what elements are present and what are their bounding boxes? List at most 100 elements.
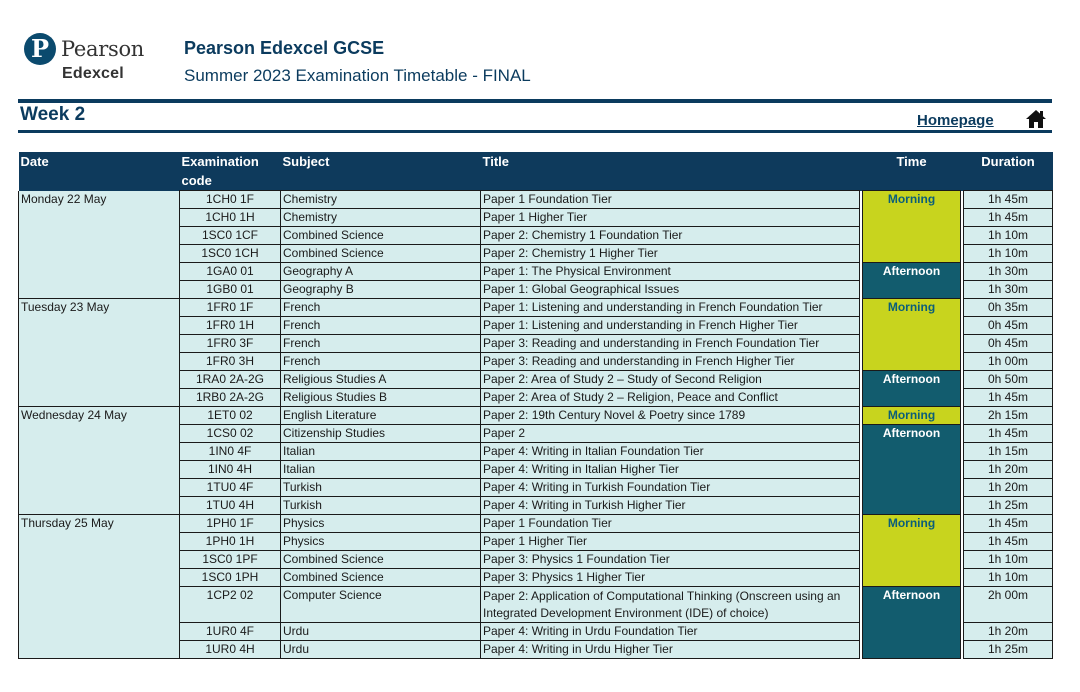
session-morning: Morning [862,406,961,425]
day-date: Tuesday 23 May [18,298,180,407]
exam-duration: 1h 25m [963,496,1053,515]
exam-code: 1GB0 01 [179,280,281,299]
table-row: 1SC0 1PH Combined Science Paper 3: Physi… [19,568,1053,587]
exam-subject: Urdu [280,622,481,641]
exam-title: Paper 2 [480,424,860,443]
document-title: Pearson Edexcel GCSE [184,38,385,58]
exam-duration: 1h 10m [963,550,1053,569]
exam-subject: Physics [280,514,481,533]
exam-title: Paper 1 Higher Tier [480,532,860,551]
exam-code: 1UR0 4H [179,640,281,659]
table-row: Monday 22 May 1CH0 1F Chemistry Paper 1 … [18,190,1053,299]
table-header-row: Date Examination code Subject Title Time… [18,152,1053,191]
exam-title: Paper 2: Application of Computational Th… [480,586,860,623]
table-row: 1FR0 3F French Paper 3: Reading and unde… [19,334,1053,353]
table-row: 1SC0 1CF Combined Science Paper 2: Chemi… [19,226,1053,245]
exam-code: 1PH0 1H [179,532,281,551]
col-header-duration: Duration [963,152,1053,191]
table-row: 1TU0 4F Turkish Paper 4: Writing in Turk… [19,478,1053,497]
table-row: 1SC0 1PF Combined Science Paper 3: Physi… [19,550,1053,569]
exam-duration: 1h 30m [963,262,1053,281]
col-header-subject: Subject [280,152,481,191]
exam-subject: French [280,316,481,335]
exam-title: Paper 1: Global Geographical Issues [480,280,860,299]
exam-subject: Italian [280,460,481,479]
exam-title: Paper 4: Writing in Turkish Higher Tier [480,496,860,515]
exam-code: 1FR0 1F [179,298,281,317]
table-row: 1FR0 1H French Paper 1: Listening and un… [19,316,1053,335]
exam-title: Paper 3: Physics 1 Higher Tier [480,568,860,587]
exam-duration: 1h 25m [963,640,1053,659]
exam-code: 1FR0 3H [179,352,281,371]
exam-duration: 1h 45m [963,514,1053,533]
col-header-date: Date [18,152,180,191]
exam-title: Paper 1 Foundation Tier [480,190,860,209]
table-row: Thursday 25 May 1PH0 1F Physics Paper 1 … [18,514,1053,659]
homepage-link[interactable]: Homepage [917,112,994,129]
exam-code: 1TU0 4H [179,496,281,515]
exam-duration: 1h 10m [963,568,1053,587]
exam-code: 1TU0 4F [179,478,281,497]
header-rule-top [18,99,1052,103]
exam-title: Paper 2: Area of Study 2 – Religion, Pea… [480,388,860,407]
timetable: Date Examination code Subject Title Time… [18,152,1053,659]
exam-duration: 1h 45m [963,190,1053,209]
exam-duration: 1h 30m [963,280,1053,299]
exam-duration: 1h 00m [963,352,1053,371]
exam-duration: 1h 10m [963,226,1053,245]
week-heading: Week 2 [20,104,86,125]
exam-code: 1GA0 01 [179,262,281,281]
table-row: 1UR0 4H Urdu Paper 4: Writing in Urdu Hi… [19,640,1053,659]
exam-code: 1PH0 1F [179,514,281,533]
col-header-code: Examination code [179,152,281,191]
exam-subject: Chemistry [280,190,481,209]
exam-duration: 1h 45m [963,424,1053,443]
exam-subject: French [280,352,481,371]
day-date: Thursday 25 May [18,514,180,659]
session-afternoon: Afternoon [862,370,961,407]
session-afternoon: Afternoon [862,586,961,659]
exam-code: 1SC0 1PF [179,550,281,569]
exam-duration: 2h 15m [963,406,1053,425]
table-row: 1UR0 4F Urdu Paper 4: Writing in Urdu Fo… [19,622,1053,641]
exam-code: 1SC0 1PH [179,568,281,587]
exam-subject: Italian [280,442,481,461]
exam-subject: Physics [280,532,481,551]
exam-code: 1RA0 2A-2G [179,370,281,389]
table-row: 1SC0 1CH Combined Science Paper 2: Chemi… [19,244,1053,263]
exam-subject: Computer Science [280,586,481,623]
home-icon[interactable] [1025,109,1047,129]
exam-title: Paper 3: Reading and understanding in Fr… [480,334,860,353]
exam-duration: 0h 45m [963,334,1053,353]
exam-code: 1CP2 02 [179,586,281,623]
exam-title: Paper 2: 19th Century Novel & Poetry sin… [480,406,860,425]
exam-title: Paper 4: Writing in Urdu Higher Tier [480,640,860,659]
pearson-logo: P Pearson Edexcel [24,33,154,89]
table-row: 1FR0 3H French Paper 3: Reading and unde… [19,352,1053,371]
exam-code: 1CH0 1H [179,208,281,227]
exam-duration: 1h 45m [963,388,1053,407]
exam-subject: Combined Science [280,226,481,245]
session-afternoon: Afternoon [862,262,961,299]
exam-title: Paper 4: Writing in Turkish Foundation T… [480,478,860,497]
exam-subject: Chemistry [280,208,481,227]
exam-duration: 1h 45m [963,208,1053,227]
exam-title: Paper 3: Reading and understanding in Fr… [480,352,860,371]
exam-code: 1SC0 1CF [179,226,281,245]
table-row: Wednesday 24 May 1ET0 02 English Literat… [18,406,1053,515]
exam-duration: 2h 00m [963,586,1053,623]
table-row: 1IN0 4F Italian Paper 4: Writing in Ital… [19,442,1053,461]
exam-subject: Religious Studies A [280,370,481,389]
exam-subject: Combined Science [280,568,481,587]
exam-title: Paper 2: Chemistry 1 Higher Tier [480,244,860,263]
exam-subject: English Literature [280,406,481,425]
exam-code: 1FR0 1H [179,316,281,335]
exam-code: 1RB0 2A-2G [179,388,281,407]
exam-subject: Urdu [280,640,481,659]
table-row: 1PH0 1H Physics Paper 1 Higher Tier 1h 4… [19,532,1053,551]
exam-code: 1IN0 4F [179,442,281,461]
document-subtitle: Summer 2023 Examination Timetable - FINA… [184,66,531,85]
exam-code: 1CH0 1F [179,190,281,209]
exam-title: Paper 4: Writing in Urdu Foundation Tier [480,622,860,641]
exam-title: Paper 4: Writing in Italian Foundation T… [480,442,860,461]
